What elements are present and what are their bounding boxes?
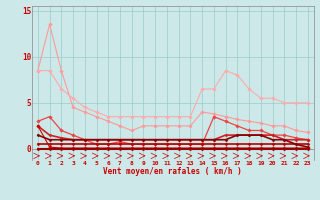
X-axis label: Vent moyen/en rafales ( km/h ): Vent moyen/en rafales ( km/h ) <box>103 167 242 176</box>
